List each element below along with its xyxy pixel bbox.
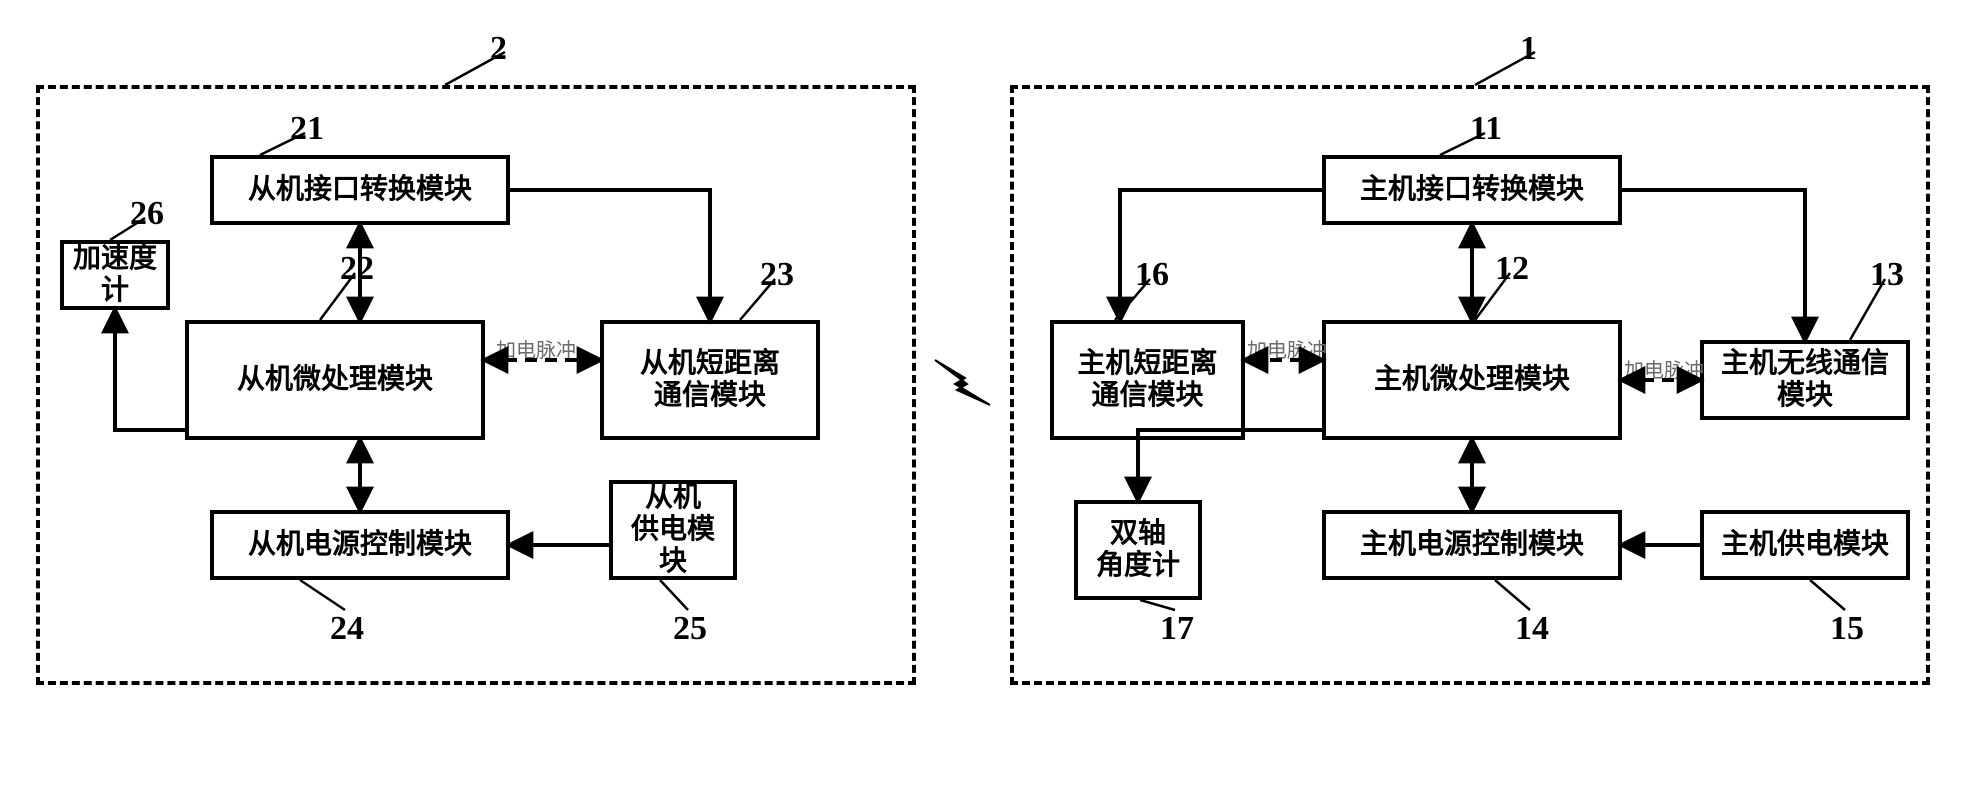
- ref-label-24: 24: [330, 610, 364, 648]
- wireless-bolt-icon: [935, 360, 990, 405]
- node-slave-interface: 从机接口转换模块: [210, 155, 510, 225]
- ref-label-12: 12: [1495, 250, 1529, 288]
- node-label: 主机电源控制模块: [1360, 529, 1584, 561]
- node-host-power-ctrl: 主机电源控制模块: [1322, 510, 1622, 580]
- node-host-wireless: 主机无线通信模块: [1700, 340, 1910, 420]
- ref-label-15: 15: [1830, 610, 1864, 648]
- ref-label-1: 1: [1520, 30, 1537, 68]
- node-host-power-supply: 主机供电模块: [1700, 510, 1910, 580]
- node-slave-short-range: 从机短距离通信模块: [600, 320, 820, 440]
- ref-label-25: 25: [673, 610, 707, 648]
- ref-label-13: 13: [1870, 256, 1904, 294]
- node-accelerometer: 加速度计: [60, 240, 170, 310]
- node-label: 从机接口转换模块: [248, 174, 472, 206]
- node-label: 从机电源控制模块: [248, 529, 472, 561]
- ref-label-23: 23: [760, 256, 794, 294]
- node-host-short-range: 主机短距离通信模块: [1050, 320, 1245, 440]
- node-slave-power-ctrl: 从机电源控制模块: [210, 510, 510, 580]
- node-label: 主机接口转换模块: [1360, 174, 1584, 206]
- node-dual-axis-angle: 双轴角度计: [1074, 500, 1202, 600]
- node-label: 从机短距离通信模块: [640, 348, 780, 412]
- node-host-interface: 主机接口转换模块: [1322, 155, 1622, 225]
- node-slave-power-supply: 从机供电模块: [609, 480, 737, 580]
- ref-label-22: 22: [340, 250, 374, 288]
- node-slave-mcu: 从机微处理模块: [185, 320, 485, 440]
- ref-label-2: 2: [490, 30, 507, 68]
- ref-label-14: 14: [1515, 610, 1549, 648]
- ref-label-26: 26: [130, 195, 164, 233]
- edge-label-power-pulse-1: 加电脉冲: [496, 334, 576, 363]
- ref-label-17: 17: [1160, 610, 1194, 648]
- node-label: 主机无线通信模块: [1712, 348, 1898, 412]
- node-label: 主机微处理模块: [1374, 364, 1570, 396]
- node-label: 加速度计: [72, 243, 158, 307]
- ref-label-21: 21: [290, 110, 324, 148]
- node-label: 主机短距离通信模块: [1077, 348, 1217, 412]
- node-label: 主机供电模块: [1721, 529, 1889, 561]
- edge-label-power-pulse-3: 加电脉冲: [1624, 354, 1704, 383]
- ref-label-11: 11: [1470, 110, 1502, 148]
- edge-label-power-pulse-2: 加电脉冲: [1247, 334, 1327, 363]
- node-host-mcu: 主机微处理模块: [1322, 320, 1622, 440]
- diagram-stage: 加速度计 从机接口转换模块 从机微处理模块 从机短距离通信模块 从机电源控制模块…: [0, 0, 1984, 801]
- node-label: 从机供电模块: [621, 482, 725, 579]
- ref-label-16: 16: [1135, 256, 1169, 294]
- node-label: 从机微处理模块: [237, 364, 433, 396]
- node-label: 双轴角度计: [1096, 518, 1180, 582]
